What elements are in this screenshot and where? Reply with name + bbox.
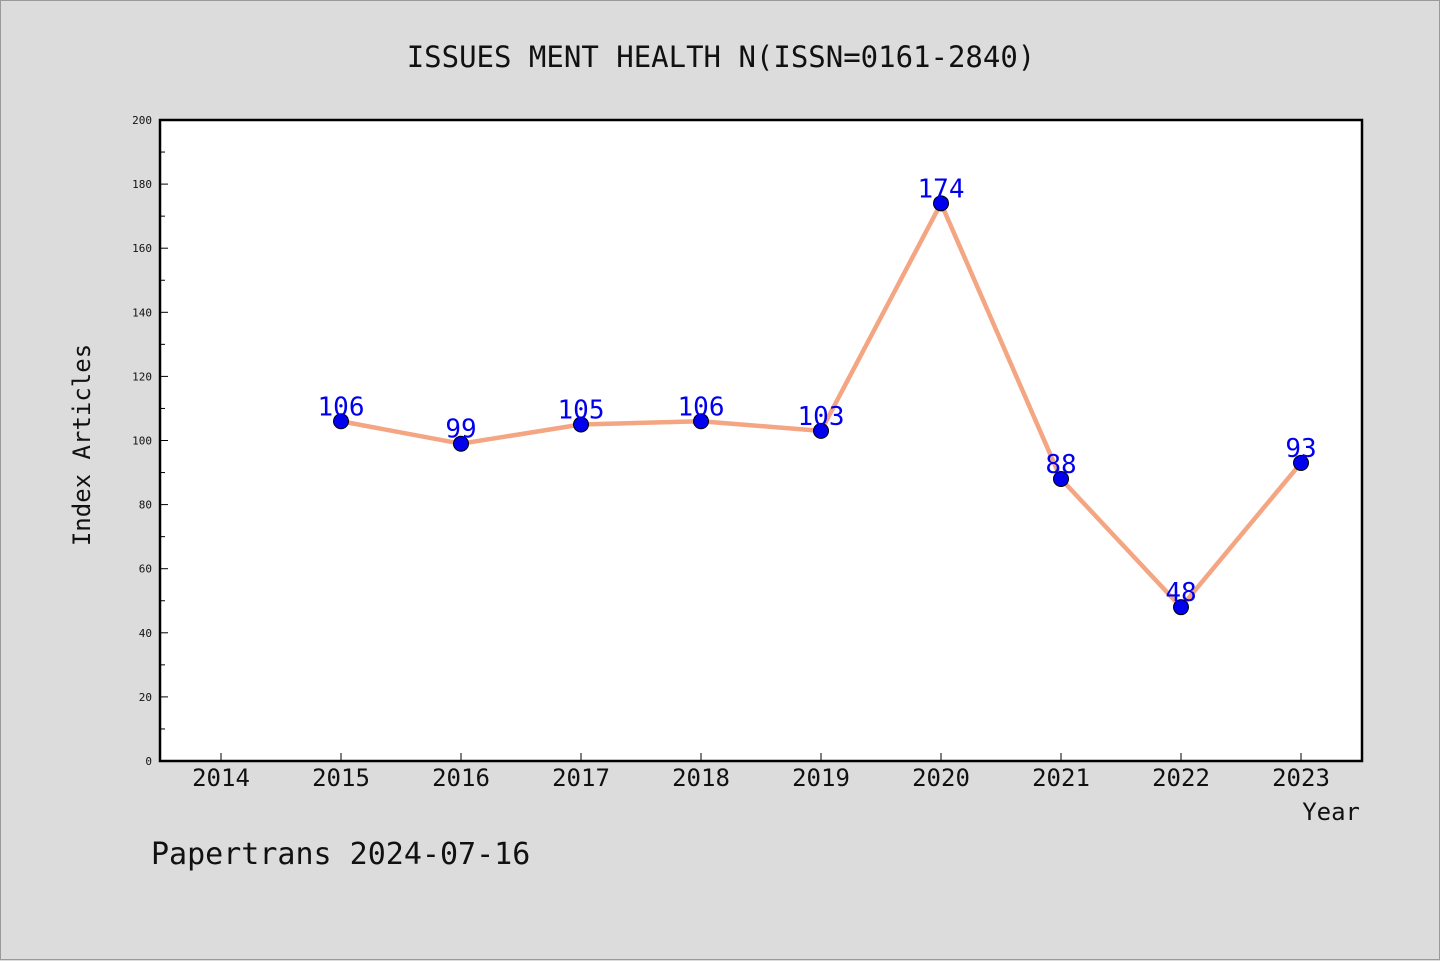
data-point [693,413,709,430]
x-tick-label: 2018 [672,764,730,792]
y-tick-label: 160 [132,242,152,255]
x-tick-label: 2019 [792,764,850,792]
data-label: 93 [1285,434,1316,464]
y-tick-label: 60 [139,563,152,576]
data-point [933,195,949,212]
y-tick-label: 0 [145,755,152,768]
y-tick-label: 180 [132,178,152,191]
footer-watermark: Papertrans 2024-07-16 [151,837,530,872]
y-tick-label: 200 [132,114,152,127]
data-label: 48 [1165,578,1196,608]
data-label: 174 [918,174,965,204]
data-label: 88 [1045,450,1076,480]
y-tick-label: 100 [132,435,152,448]
y-tick-label: 20 [139,691,152,704]
x-tick-label: 2023 [1272,764,1330,792]
x-axis-label: Year [1302,798,1360,826]
data-point [1293,454,1309,471]
chart-title: ISSUES MENT HEALTH N(ISSN=0161-2840) [407,40,1036,74]
y-tick-label: 40 [139,627,152,640]
data-point [333,413,349,430]
x-tick-label: 2020 [912,764,970,792]
y-tick-label: 140 [132,306,152,319]
plot-area [158,118,1364,763]
data-label: 99 [445,415,476,445]
data-point [1053,470,1069,487]
data-label: 105 [558,395,605,425]
data-point [813,422,829,439]
data-label: 103 [798,402,845,432]
data-label: 106 [678,392,725,422]
y-axis-label: Index Articles [68,344,96,546]
x-tick-label: 2021 [1032,764,1090,792]
y-tick-label: 120 [132,370,152,383]
x-tick-label: 2016 [432,764,490,792]
x-tick-label: 2017 [552,764,610,792]
data-point [1173,599,1189,616]
data-point [453,435,469,452]
data-label: 106 [318,392,365,422]
x-tick-label: 2015 [312,764,370,792]
y-tick-label: 80 [139,499,152,512]
x-tick-label: 2014 [192,764,250,792]
x-tick-label: 2022 [1152,764,1210,792]
data-point [573,416,589,433]
